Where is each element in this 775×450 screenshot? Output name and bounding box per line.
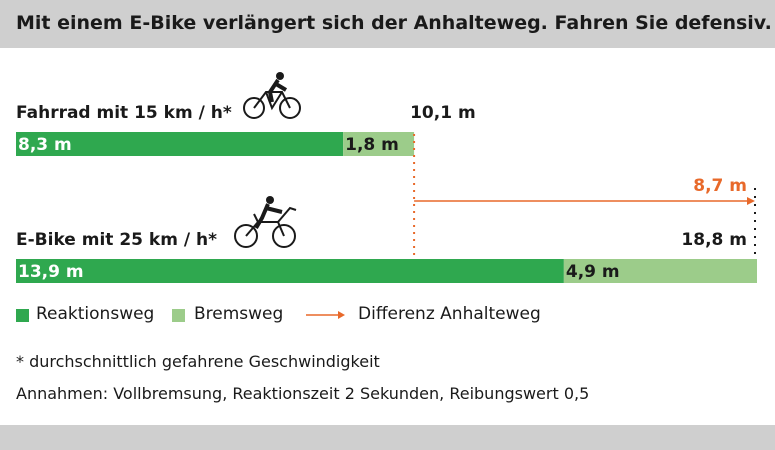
bar-label-reaktionsweg-1: 13,9 m — [18, 262, 84, 282]
legend-label-bremsweg: Bremsweg — [194, 304, 284, 324]
category-label-0: Fahrrad mit 15 km / h* — [16, 103, 232, 123]
bar-label-bremsweg-0: 1,8 m — [345, 135, 399, 155]
bar-bremsweg-0 — [343, 132, 415, 156]
legend-label-reaktionsweg: Reaktionsweg — [36, 304, 155, 324]
chart-title: Mit einem E-Bike verlängert sich der Anh… — [16, 12, 772, 34]
bar-label-reaktionsweg-0: 8,3 m — [18, 135, 72, 155]
difference-label: 8,7 m — [693, 176, 747, 196]
category-label-1: E-Bike mit 25 km / h* — [16, 230, 217, 250]
bar-reaktionsweg-1 — [16, 259, 564, 283]
bar-label-bremsweg-1: 4,9 m — [566, 262, 620, 282]
assumptions-note: Annahmen: Vollbremsung, Reaktionszeit 2 … — [16, 384, 590, 403]
ebike-rider-icon — [234, 196, 297, 248]
chart-header: Mit einem E-Bike verlängert sich der Anh… — [0, 0, 775, 48]
bicycle-rider-icon — [243, 72, 301, 119]
bar-bremsweg-1 — [563, 259, 757, 283]
legend-label-differenz: Differenz Anhalteweg — [358, 304, 541, 324]
anhalteweg-chart: Fahrrad mit 15 km / h* 8,3 m 1,8 m 10,1 m E-… — [16, 72, 757, 283]
footer-bar — [0, 425, 775, 450]
difference-arrow-head — [747, 197, 755, 205]
total-label-1: 18,8 m — [681, 230, 747, 250]
legend-arrow-icon — [306, 311, 345, 319]
total-label-0: 10,1 m — [410, 103, 476, 123]
footnote: * durchschnittlich gefahrene Geschwindig… — [16, 352, 380, 371]
bar-reaktionsweg-0 — [16, 132, 344, 156]
legend-swatch-reaktionsweg — [16, 309, 29, 322]
legend-swatch-bremsweg — [172, 309, 185, 322]
